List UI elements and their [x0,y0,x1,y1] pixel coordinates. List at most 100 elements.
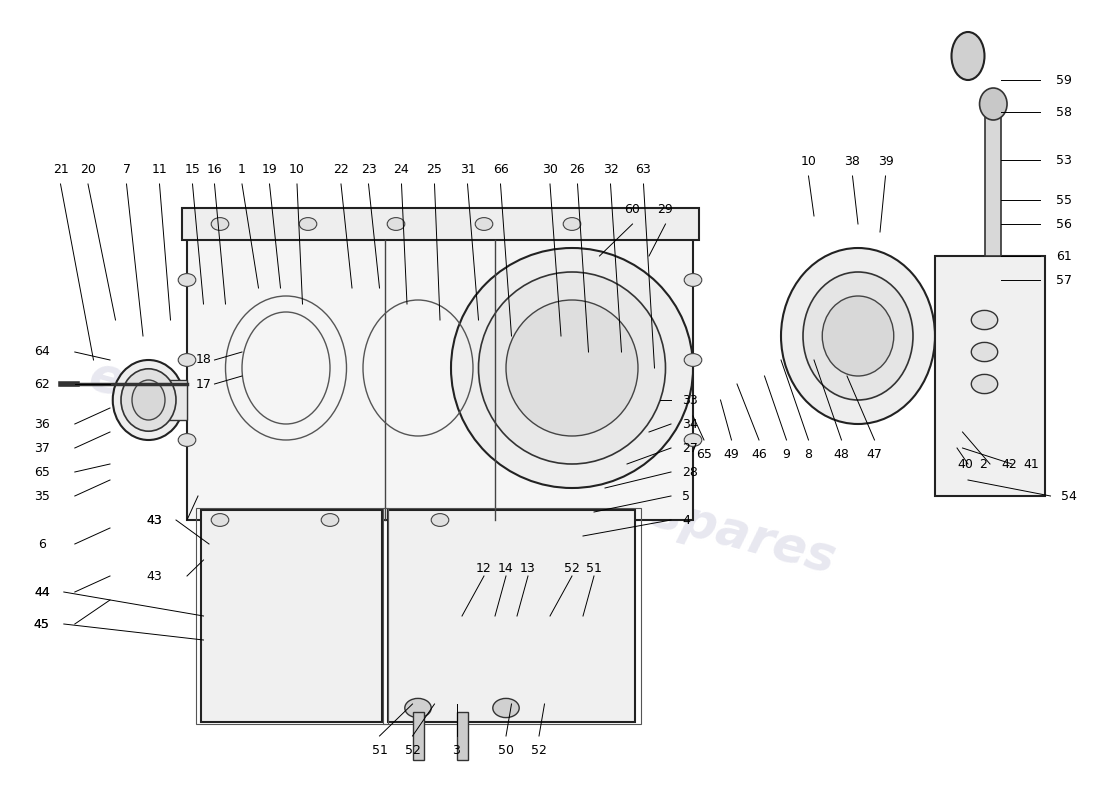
Text: 7: 7 [122,163,131,176]
Circle shape [684,434,702,446]
Text: 49: 49 [724,448,739,461]
Text: 52: 52 [405,744,420,757]
Text: 38: 38 [845,155,860,168]
Text: 33: 33 [682,394,697,406]
Text: 63: 63 [636,163,651,176]
Text: 28: 28 [682,466,697,478]
Text: 20: 20 [80,163,96,176]
Circle shape [211,218,229,230]
Text: 27: 27 [682,442,697,454]
Text: 43: 43 [146,514,162,526]
FancyBboxPatch shape [456,712,468,760]
Text: 1: 1 [238,163,246,176]
FancyBboxPatch shape [182,208,698,240]
Text: 60: 60 [625,203,640,216]
Text: 66: 66 [493,163,508,176]
Text: 57: 57 [1056,274,1072,286]
Ellipse shape [781,248,935,424]
Text: 21: 21 [53,163,68,176]
FancyBboxPatch shape [935,256,1045,496]
Ellipse shape [980,88,1008,120]
Circle shape [493,698,519,718]
Text: 24: 24 [394,163,409,176]
Circle shape [299,218,317,230]
Ellipse shape [506,300,638,436]
Text: 56: 56 [1056,218,1071,230]
Text: 35: 35 [34,490,50,502]
Text: 6: 6 [37,538,46,550]
Text: 18: 18 [196,354,211,366]
Circle shape [178,434,196,446]
Circle shape [178,274,196,286]
Text: 65: 65 [34,466,50,478]
Text: 61: 61 [1056,250,1071,262]
FancyBboxPatch shape [201,510,382,722]
Ellipse shape [952,32,984,80]
Text: 40: 40 [957,458,972,470]
Circle shape [211,514,229,526]
Text: 19: 19 [262,163,277,176]
Ellipse shape [112,360,185,440]
FancyBboxPatch shape [388,510,635,722]
Text: 53: 53 [1056,154,1071,166]
Text: 54: 54 [1062,490,1077,502]
FancyBboxPatch shape [412,712,424,760]
Text: 43: 43 [146,570,162,582]
Text: 52: 52 [531,744,547,757]
Text: 2: 2 [979,458,987,470]
Text: 8: 8 [804,448,813,461]
Text: 45: 45 [34,618,50,630]
Text: 52: 52 [564,562,580,574]
FancyBboxPatch shape [187,216,693,520]
Ellipse shape [451,248,693,488]
Circle shape [475,218,493,230]
Text: 30: 30 [542,163,558,176]
Text: 14: 14 [498,562,514,574]
Circle shape [431,514,449,526]
Text: 51: 51 [372,744,387,757]
Circle shape [321,514,339,526]
Text: 45: 45 [34,618,50,630]
Text: 5: 5 [682,490,690,502]
Text: 17: 17 [196,378,211,390]
Circle shape [684,274,702,286]
Circle shape [684,354,702,366]
Ellipse shape [478,272,666,464]
Text: 47: 47 [867,448,882,461]
Text: 62: 62 [34,378,50,390]
Circle shape [405,698,431,718]
Text: 22: 22 [333,163,349,176]
Text: 23: 23 [361,163,376,176]
Text: 25: 25 [427,163,442,176]
Text: eurospares: eurospares [524,456,840,584]
Circle shape [178,354,196,366]
Text: 65: 65 [696,448,712,461]
Text: 26: 26 [570,163,585,176]
Text: 11: 11 [152,163,167,176]
Circle shape [971,374,998,394]
Text: 13: 13 [520,562,536,574]
Text: eurospares: eurospares [84,352,400,480]
Text: 3: 3 [452,744,461,757]
Text: 44: 44 [34,586,50,598]
Text: 15: 15 [185,163,200,176]
Text: 32: 32 [603,163,618,176]
FancyBboxPatch shape [984,112,1001,256]
Circle shape [971,310,998,330]
Text: 29: 29 [658,203,673,216]
Text: 9: 9 [782,448,791,461]
Text: 46: 46 [751,448,767,461]
Text: 55: 55 [1056,194,1072,206]
Text: 37: 37 [34,442,50,454]
Text: 41: 41 [1023,458,1038,470]
Ellipse shape [803,272,913,400]
Text: 51: 51 [586,562,602,574]
Text: 64: 64 [34,346,50,358]
FancyBboxPatch shape [148,380,187,420]
Text: 36: 36 [34,418,50,430]
Text: 44: 44 [34,586,50,598]
Text: 4: 4 [682,514,690,526]
Text: 59: 59 [1056,74,1071,86]
Text: 39: 39 [878,155,893,168]
Text: 48: 48 [834,448,849,461]
